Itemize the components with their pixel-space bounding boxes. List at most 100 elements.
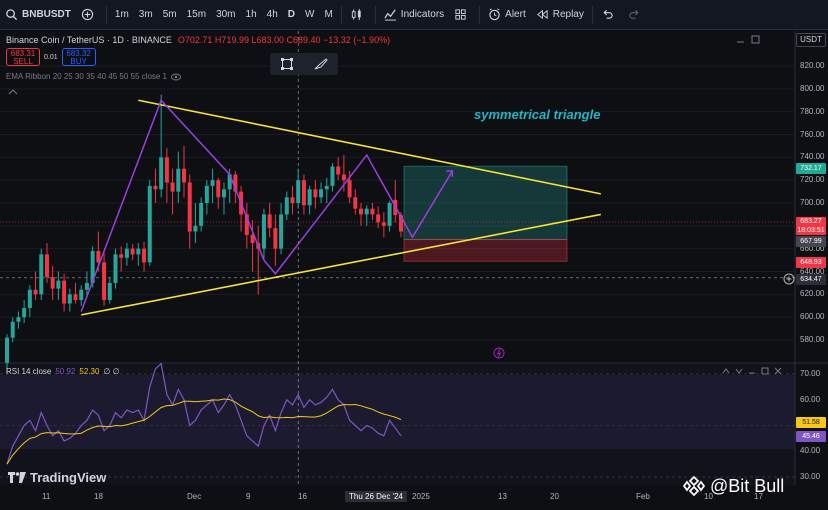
rsi-pane-controls	[722, 367, 782, 375]
rsi-tick-label: 30.00	[800, 472, 821, 481]
maximize-icon[interactable]	[751, 35, 760, 44]
candle-body	[67, 294, 72, 304]
maximize-icon[interactable]	[761, 367, 769, 375]
interval-w[interactable]: W	[305, 9, 315, 20]
replay-button[interactable]: Replay	[531, 0, 589, 30]
candle-body	[136, 248, 141, 255]
currency-selector[interactable]: USDT	[796, 33, 826, 47]
rsi-tick-label: 60.00	[800, 394, 821, 404]
interval-1m[interactable]: 1m	[114, 9, 129, 20]
price-tick-label: 740.00	[800, 152, 825, 162]
alert-button[interactable]: Alert	[483, 0, 531, 30]
candle-body	[5, 337, 9, 363]
candle-body	[330, 166, 335, 186]
collapse-legend-button[interactable]	[8, 86, 18, 98]
replay-label: Replay	[552, 9, 584, 20]
ema-ribbon-label[interactable]: EMA Ribbon 20 25 30 35 40 45 50 55 close…	[6, 72, 182, 81]
rsi-value: 50.92	[55, 367, 76, 376]
candle-body	[210, 180, 215, 186]
price-tick-label: 620.00	[800, 289, 825, 299]
layouts-button[interactable]	[449, 0, 476, 30]
redo-button[interactable]	[623, 0, 650, 30]
legend-title: Binance Coin / TetherUS · 1D · BINANCE	[6, 35, 172, 45]
candle-body	[387, 203, 392, 226]
toolbar-divider	[479, 5, 481, 24]
interval-15m[interactable]: 15m	[186, 9, 207, 20]
plus-circle-icon	[783, 273, 795, 285]
time-tick-label: Dec	[187, 492, 202, 501]
chevron-down-icon[interactable]	[735, 367, 743, 375]
interval-5m[interactable]: 5m	[162, 9, 177, 20]
undo-button[interactable]	[596, 0, 623, 30]
minimize-icon[interactable]	[748, 367, 756, 375]
price-pane	[0, 31, 795, 363]
candle-body	[204, 185, 209, 203]
chevron-up-icon[interactable]	[722, 367, 730, 375]
candle-body	[147, 185, 152, 263]
pane-controls	[736, 35, 760, 44]
stop-price-badge: 648.93	[796, 257, 826, 268]
candle-body	[301, 180, 306, 206]
candle-body	[193, 225, 198, 232]
symbol-label: BNBUSDT	[22, 9, 71, 20]
interval-list: 1m 3m 5m 15m 30m 1h 4h D W M	[110, 0, 338, 30]
indicators-label: Indicators	[400, 9, 445, 20]
sell-button[interactable]: 683.31 SELL	[6, 48, 40, 66]
candle-body	[176, 168, 181, 192]
candle-body	[199, 203, 204, 226]
candle-body	[44, 254, 49, 278]
interval-3m[interactable]: 3m	[138, 9, 153, 20]
candle-body	[16, 317, 21, 322]
add-alert-button[interactable]	[783, 273, 795, 288]
tradingview-logo[interactable]: TradingView	[8, 470, 106, 485]
close-icon[interactable]	[774, 367, 782, 375]
interval-30m[interactable]: 30m	[216, 9, 236, 20]
pattern-annotation[interactable]: symmetrical triangle	[474, 107, 601, 122]
candle-body	[319, 189, 324, 198]
candle-body	[324, 185, 329, 190]
minimize-icon[interactable]	[736, 35, 745, 44]
candle-body	[364, 208, 369, 215]
interval-d[interactable]: D	[287, 9, 295, 20]
rectangle-select-icon[interactable]	[280, 57, 294, 71]
candle-body	[359, 208, 364, 215]
interval-m[interactable]: M	[324, 9, 333, 20]
sell-buy-panel: 683.31 SELL 0.01 683.32 BUY	[6, 48, 96, 66]
current-price: 683.27	[800, 218, 822, 225]
indicators-button[interactable]: Indicators	[379, 0, 449, 30]
entry-price-badge: 667.99	[796, 236, 826, 247]
price-tick-label: 600.00	[800, 312, 825, 322]
replay-icon	[536, 9, 548, 20]
candle-body	[347, 180, 352, 198]
candle-body	[164, 157, 169, 183]
interval-1h[interactable]: 1h	[245, 9, 257, 20]
candle-body	[313, 189, 318, 198]
price-tick-label: 780.00	[800, 106, 825, 116]
eye-icon[interactable]	[171, 73, 182, 81]
candle-body	[73, 294, 78, 301]
ema-ribbon-text: EMA Ribbon 20 25 30 35 40 45 50 55 close…	[6, 72, 168, 81]
spread-value: 0.01	[44, 53, 58, 61]
candle-body	[370, 208, 375, 215]
candle-body	[27, 289, 32, 309]
chart-type-button[interactable]	[345, 0, 372, 30]
grid-icon	[455, 9, 466, 20]
current-price-badge: 683.27 18:03:51	[796, 217, 826, 235]
candle-body	[79, 289, 84, 301]
rsi-extra: ∅ ∅	[103, 367, 120, 376]
interval-4h[interactable]: 4h	[266, 9, 278, 20]
time-tick-label: Feb	[636, 492, 650, 501]
time-tick-label: 20	[550, 492, 559, 501]
candle-body	[113, 254, 118, 283]
brush-icon[interactable]	[313, 57, 329, 71]
buy-button[interactable]: 683.32 BUY	[61, 48, 96, 66]
candle-body	[170, 182, 175, 192]
candle-body	[353, 197, 358, 209]
compare-button[interactable]	[76, 0, 103, 30]
candle-body	[216, 180, 221, 198]
rsi-badge: 45.46	[796, 431, 826, 442]
price-tick-label: 760.00	[800, 129, 825, 139]
tradingview-logo-icon	[8, 471, 26, 483]
symbol-search[interactable]: BNBUSDT	[0, 0, 76, 30]
